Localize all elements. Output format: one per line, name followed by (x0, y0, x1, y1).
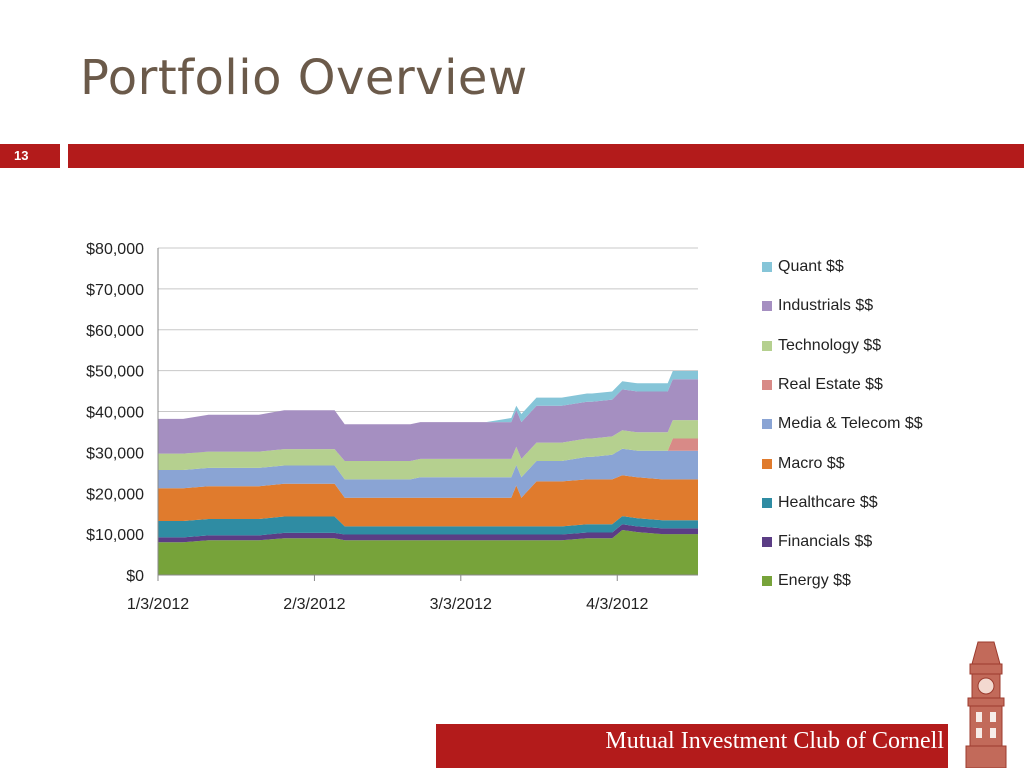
area-series (158, 475, 698, 527)
area-series (158, 371, 698, 425)
legend-item: Media & Telecom $$ (762, 413, 923, 435)
legend-label: Industrials $$ (778, 297, 874, 315)
legend-label: Media & Telecom $$ (778, 415, 923, 433)
legend-label: Quant $$ (778, 258, 844, 275)
x-tick-label: 2/3/2012 (283, 596, 345, 613)
legend-swatch (762, 340, 772, 351)
legend-label: Real Estate $$ (778, 375, 883, 393)
y-tick-label: $70,000 (86, 282, 144, 299)
title-divider-bar (68, 144, 1024, 168)
legend-swatch (762, 419, 772, 430)
legend-item: Macro $$ (762, 453, 845, 475)
legend-label: Macro $$ (778, 454, 845, 472)
legend-label: Financials $$ (778, 533, 873, 551)
y-tick-label: $10,000 (86, 527, 144, 544)
legend-swatch (762, 262, 772, 272)
legend-swatch (762, 497, 772, 508)
y-tick-label: $40,000 (86, 405, 144, 422)
x-tick-label: 4/3/2012 (586, 596, 648, 613)
y-tick-label: $30,000 (86, 445, 144, 462)
legend-swatch (762, 379, 772, 390)
area-series (158, 516, 698, 538)
footer-text: Mutual Investment Club of Cornell (605, 728, 944, 754)
y-tick-label: $20,000 (86, 486, 144, 503)
legend-swatch (762, 537, 772, 548)
clock-tower-icon (965, 641, 1007, 768)
legend-label: Technology $$ (778, 336, 882, 354)
area-series (158, 530, 698, 575)
x-tick-label: 1/3/2012 (127, 596, 189, 613)
legend-item: Industrials $$ (762, 295, 873, 317)
legend-swatch (762, 576, 772, 587)
legend-item: Energy $$ (762, 570, 851, 592)
y-tick-label: $0 (126, 568, 144, 585)
legend-item: Healthcare $$ (762, 492, 878, 514)
legend-item: Quant $$ (762, 256, 844, 278)
x-tick-label: 3/3/2012 (430, 596, 492, 613)
legend-label: Healthcare $$ (778, 493, 878, 511)
legend-item: Real Estate $$ (762, 374, 883, 396)
legend-item: Financials $$ (762, 531, 872, 553)
legend-swatch (762, 458, 772, 469)
area-series (158, 448, 698, 498)
y-tick-label: $50,000 (86, 364, 144, 381)
area-series (158, 420, 698, 480)
footer-bar (436, 724, 948, 768)
area-series (158, 379, 698, 461)
legend-swatch (762, 301, 772, 312)
y-tick-label: $60,000 (86, 323, 144, 340)
page-title: Portfolio Overview (80, 50, 528, 106)
page-number-bar (0, 144, 60, 168)
page-number: 13 (14, 148, 29, 163)
y-tick-label: $80,000 (86, 241, 144, 258)
area-series (158, 524, 698, 543)
legend-item: Technology $$ (762, 335, 881, 357)
legend-label: Energy $$ (778, 572, 851, 590)
